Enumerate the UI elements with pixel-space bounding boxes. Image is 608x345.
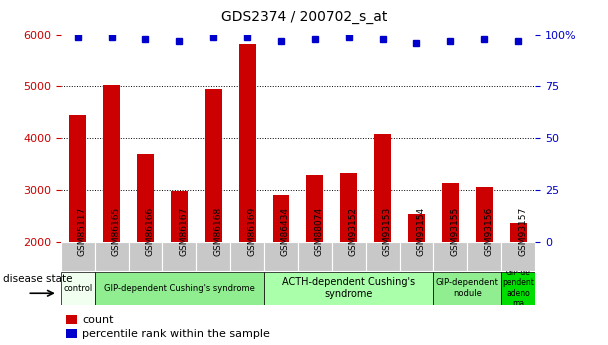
- FancyBboxPatch shape: [298, 241, 332, 271]
- FancyBboxPatch shape: [434, 272, 501, 305]
- Bar: [171, 191, 188, 345]
- Bar: [340, 173, 357, 345]
- Text: GSM86166: GSM86166: [145, 207, 154, 256]
- Text: count: count: [82, 315, 114, 325]
- Text: GSM93152: GSM93152: [349, 207, 358, 256]
- Text: GSM86165: GSM86165: [112, 207, 120, 256]
- FancyBboxPatch shape: [61, 272, 95, 305]
- FancyBboxPatch shape: [399, 241, 434, 271]
- Bar: [408, 214, 425, 345]
- Bar: [69, 115, 86, 345]
- Text: GSM86167: GSM86167: [179, 207, 188, 256]
- Text: GSM86168: GSM86168: [213, 207, 223, 256]
- FancyBboxPatch shape: [61, 241, 95, 271]
- Text: GSM88074: GSM88074: [315, 207, 324, 256]
- FancyBboxPatch shape: [230, 241, 264, 271]
- Text: percentile rank within the sample: percentile rank within the sample: [82, 329, 270, 339]
- Bar: [238, 44, 255, 345]
- Bar: [137, 154, 154, 345]
- FancyBboxPatch shape: [332, 241, 365, 271]
- Text: disease state: disease state: [3, 275, 72, 284]
- FancyBboxPatch shape: [501, 272, 535, 305]
- Text: GSM85117: GSM85117: [78, 207, 87, 256]
- Text: GIP-de
pendent
adeno
ma: GIP-de pendent adeno ma: [502, 268, 534, 308]
- FancyBboxPatch shape: [365, 241, 399, 271]
- Text: GSM93154: GSM93154: [416, 207, 426, 256]
- FancyBboxPatch shape: [95, 241, 128, 271]
- Bar: [66, 329, 77, 338]
- Text: GIP-dependent
nodule: GIP-dependent nodule: [436, 278, 499, 298]
- FancyBboxPatch shape: [264, 241, 298, 271]
- Text: GSM93153: GSM93153: [382, 207, 392, 256]
- Bar: [66, 315, 77, 324]
- FancyBboxPatch shape: [95, 272, 264, 305]
- Bar: [442, 183, 459, 345]
- Bar: [475, 187, 492, 345]
- Text: GSM93157: GSM93157: [518, 207, 527, 256]
- Text: GDS2374 / 200702_s_at: GDS2374 / 200702_s_at: [221, 10, 387, 24]
- Bar: [205, 89, 222, 345]
- Text: control: control: [63, 284, 92, 293]
- Text: GIP-dependent Cushing's syndrome: GIP-dependent Cushing's syndrome: [104, 284, 255, 293]
- FancyBboxPatch shape: [468, 241, 501, 271]
- Bar: [374, 135, 391, 345]
- Text: GSM86434: GSM86434: [281, 207, 290, 256]
- FancyBboxPatch shape: [196, 241, 230, 271]
- FancyBboxPatch shape: [501, 241, 535, 271]
- Text: GSM93156: GSM93156: [484, 207, 493, 256]
- Bar: [510, 223, 527, 345]
- Text: GSM86169: GSM86169: [247, 207, 256, 256]
- Bar: [306, 175, 323, 345]
- FancyBboxPatch shape: [162, 241, 196, 271]
- FancyBboxPatch shape: [128, 241, 162, 271]
- FancyBboxPatch shape: [434, 241, 468, 271]
- Text: ACTH-dependent Cushing's
syndrome: ACTH-dependent Cushing's syndrome: [282, 277, 415, 299]
- Bar: [272, 195, 289, 345]
- FancyBboxPatch shape: [264, 272, 434, 305]
- Bar: [103, 85, 120, 345]
- Text: GSM93155: GSM93155: [451, 207, 460, 256]
